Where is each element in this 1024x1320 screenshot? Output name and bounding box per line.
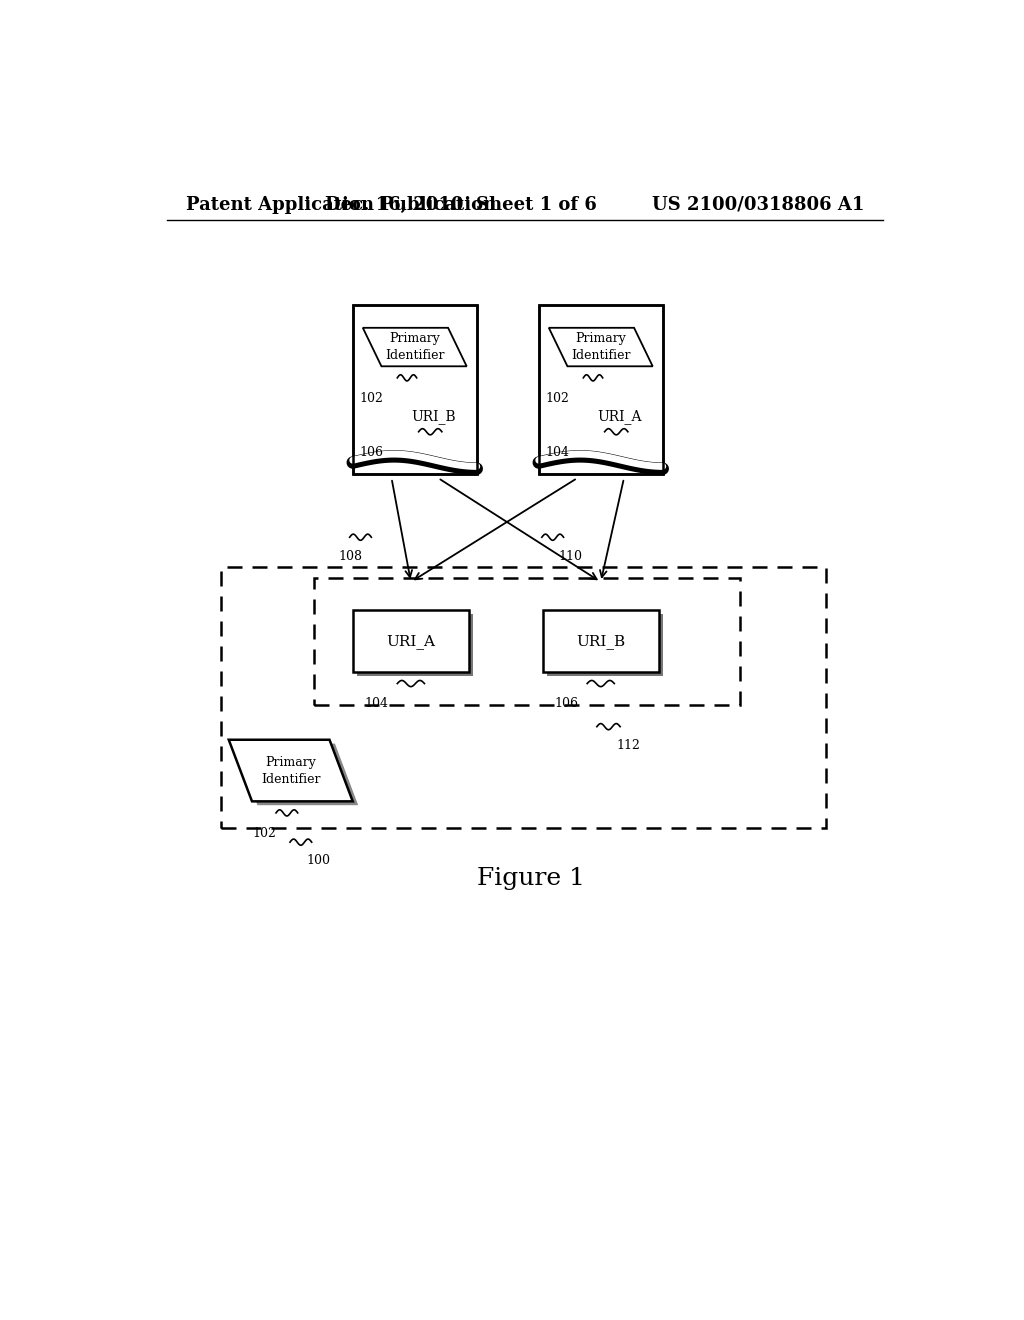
Text: 100: 100	[306, 854, 331, 867]
Text: Primary
Identifier: Primary Identifier	[385, 333, 444, 362]
Polygon shape	[234, 743, 358, 805]
Polygon shape	[549, 327, 652, 367]
Text: Primary
Identifier: Primary Identifier	[261, 755, 321, 785]
Bar	[352, 305, 477, 474]
Text: URI_B: URI_B	[577, 634, 626, 648]
Text: Figure 1: Figure 1	[477, 867, 585, 890]
Text: 110: 110	[559, 549, 583, 562]
Text: 104: 104	[545, 446, 569, 458]
Polygon shape	[228, 739, 352, 801]
Text: URI_A: URI_A	[386, 634, 435, 648]
Text: URI_B: URI_B	[411, 409, 456, 424]
Polygon shape	[362, 327, 467, 367]
Text: 106: 106	[359, 446, 383, 458]
Text: 102: 102	[252, 826, 275, 840]
Bar	[547, 614, 663, 676]
Text: URI_A: URI_A	[597, 409, 641, 424]
Bar	[352, 305, 477, 474]
Bar	[221, 566, 825, 829]
Bar	[356, 614, 473, 676]
Bar	[543, 610, 658, 672]
Text: 112: 112	[616, 739, 640, 752]
Text: Primary
Identifier: Primary Identifier	[571, 333, 631, 362]
Text: 106: 106	[554, 697, 579, 710]
Bar	[539, 305, 663, 474]
Text: 102: 102	[359, 392, 383, 405]
Text: 102: 102	[545, 392, 568, 405]
Text: US 2100/0318806 A1: US 2100/0318806 A1	[652, 195, 864, 214]
Text: Patent Application Publication: Patent Application Publication	[186, 195, 497, 214]
Bar	[539, 305, 663, 474]
Text: Dec. 16, 2010  Sheet 1 of 6: Dec. 16, 2010 Sheet 1 of 6	[326, 195, 597, 214]
Text: 108: 108	[339, 549, 362, 562]
Bar	[314, 578, 740, 705]
Text: 104: 104	[365, 697, 388, 710]
Bar	[352, 610, 469, 672]
